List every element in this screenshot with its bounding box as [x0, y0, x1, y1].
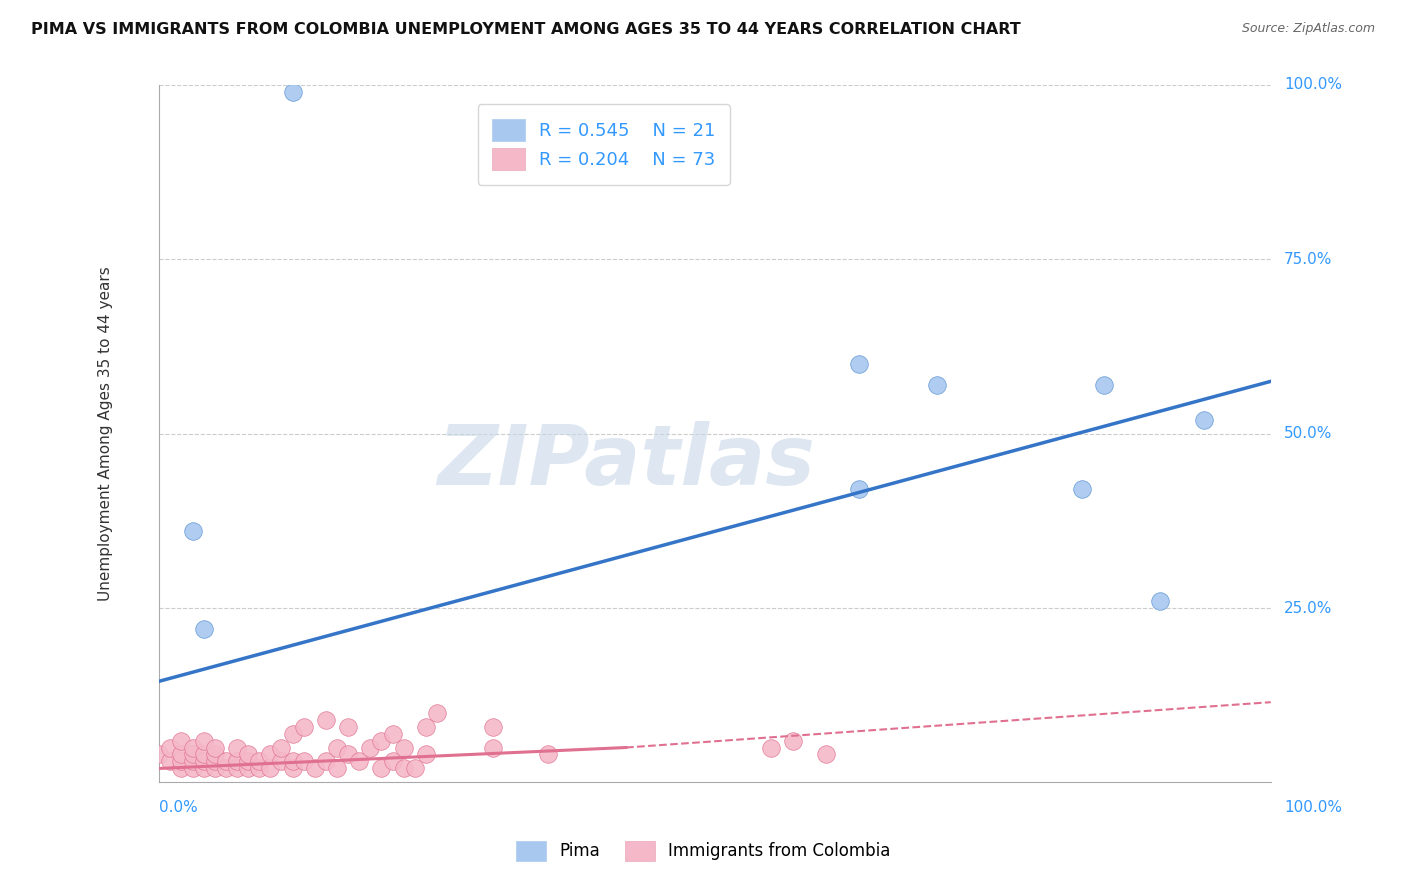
Point — [193, 755, 215, 769]
Point — [337, 720, 360, 734]
Point — [404, 761, 426, 775]
Point — [326, 740, 349, 755]
Point — [315, 713, 337, 727]
Point — [537, 747, 560, 762]
Point — [848, 483, 870, 497]
Point — [415, 747, 437, 762]
Point — [370, 761, 392, 775]
Point — [215, 761, 238, 775]
Point — [193, 733, 215, 747]
Text: Source: ZipAtlas.com: Source: ZipAtlas.com — [1241, 22, 1375, 36]
Point — [370, 733, 392, 747]
Point — [259, 761, 281, 775]
Text: ZIPatlas: ZIPatlas — [437, 421, 815, 502]
Point — [1070, 483, 1092, 497]
Point — [1149, 594, 1171, 608]
Point — [204, 747, 226, 762]
Point — [315, 755, 337, 769]
Point — [181, 755, 204, 769]
Point — [236, 747, 259, 762]
Point — [159, 740, 181, 755]
Point — [159, 755, 181, 769]
Point — [226, 740, 249, 755]
Point — [481, 740, 503, 755]
Point — [415, 720, 437, 734]
Point — [426, 706, 449, 720]
Point — [1092, 377, 1115, 392]
Text: 100.0%: 100.0% — [1284, 800, 1343, 814]
Point — [270, 740, 292, 755]
Point — [204, 761, 226, 775]
Point — [292, 755, 315, 769]
Text: Unemployment Among Ages 35 to 44 years: Unemployment Among Ages 35 to 44 years — [98, 267, 114, 601]
Point — [170, 755, 193, 769]
Point — [481, 720, 503, 734]
Point — [148, 747, 170, 762]
Point — [236, 761, 259, 775]
Point — [226, 755, 249, 769]
Point — [281, 726, 304, 740]
Point — [381, 726, 404, 740]
Text: 100.0%: 100.0% — [1284, 78, 1343, 93]
Point — [292, 720, 315, 734]
Text: 25.0%: 25.0% — [1284, 600, 1333, 615]
Point — [204, 755, 226, 769]
Point — [204, 740, 226, 755]
Point — [193, 747, 215, 762]
Point — [170, 733, 193, 747]
Point — [326, 761, 349, 775]
Point — [270, 755, 292, 769]
Point — [247, 755, 270, 769]
Point — [304, 761, 326, 775]
Point — [359, 740, 381, 755]
Point — [281, 85, 304, 99]
Point — [281, 761, 304, 775]
Point — [392, 740, 415, 755]
Point — [193, 622, 215, 636]
Point — [215, 755, 238, 769]
Point — [170, 747, 193, 762]
Point — [193, 761, 215, 775]
Point — [349, 755, 371, 769]
Point — [247, 761, 270, 775]
Point — [226, 761, 249, 775]
Point — [181, 524, 204, 539]
Point — [381, 755, 404, 769]
Point — [170, 761, 193, 775]
Legend: Pima, Immigrants from Colombia: Pima, Immigrants from Colombia — [509, 834, 897, 868]
Point — [236, 755, 259, 769]
Legend: R = 0.545    N = 21, R = 0.204    N = 73: R = 0.545 N = 21, R = 0.204 N = 73 — [478, 104, 730, 185]
Point — [337, 747, 360, 762]
Text: 50.0%: 50.0% — [1284, 426, 1333, 442]
Text: PIMA VS IMMIGRANTS FROM COLOMBIA UNEMPLOYMENT AMONG AGES 35 TO 44 YEARS CORRELAT: PIMA VS IMMIGRANTS FROM COLOMBIA UNEMPLO… — [31, 22, 1021, 37]
Point — [281, 755, 304, 769]
Point — [181, 747, 204, 762]
Point — [815, 747, 838, 762]
Point — [181, 761, 204, 775]
Point — [259, 747, 281, 762]
Point — [392, 761, 415, 775]
Point — [1192, 413, 1215, 427]
Point — [759, 740, 782, 755]
Point — [181, 740, 204, 755]
Point — [782, 733, 804, 747]
Text: 75.0%: 75.0% — [1284, 252, 1333, 267]
Point — [927, 377, 949, 392]
Point — [848, 357, 870, 371]
Text: 0.0%: 0.0% — [159, 800, 198, 814]
